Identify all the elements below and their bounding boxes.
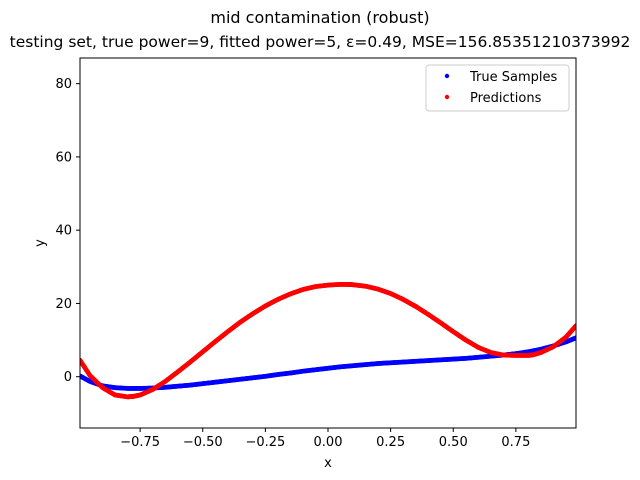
x-tick-label: 0.50 bbox=[439, 435, 468, 450]
legend-label-true-samples: True Samples bbox=[469, 70, 557, 85]
y-tick-label: 20 bbox=[55, 297, 72, 312]
legend-label-predictions: Predictions bbox=[470, 91, 542, 106]
data-point bbox=[573, 335, 576, 341]
series-1 bbox=[80, 282, 576, 400]
y-tick-label: 0 bbox=[64, 370, 72, 385]
y-axis: 0 20 40 60 80 bbox=[55, 77, 80, 385]
chart-subtitle: testing set, true power=9, fitted power=… bbox=[10, 33, 631, 51]
legend-marker-true-samples bbox=[444, 73, 450, 79]
x-tick-label: −0.25 bbox=[245, 435, 285, 450]
data-point bbox=[573, 323, 576, 329]
x-axis: −0.75 −0.50 −0.25 0.00 0.25 0.50 0.75 bbox=[120, 428, 530, 450]
plot-area-background bbox=[80, 58, 576, 428]
y-axis-label: y bbox=[33, 239, 48, 247]
plot-marks bbox=[80, 282, 576, 400]
x-tick-label: −0.75 bbox=[120, 435, 160, 450]
legend-box bbox=[425, 64, 570, 112]
x-tick-label: 0.25 bbox=[376, 435, 405, 450]
legend-marker-predictions bbox=[444, 94, 450, 100]
y-tick-label: 80 bbox=[55, 77, 72, 92]
x-tick-label: 0.75 bbox=[501, 435, 530, 450]
x-tick-label: 0.00 bbox=[314, 435, 343, 450]
y-tick-label: 60 bbox=[55, 150, 72, 165]
chart-title: mid contamination (robust) bbox=[210, 8, 429, 27]
legend: True Samples Predictions bbox=[425, 64, 570, 112]
x-tick-label: −0.50 bbox=[183, 435, 223, 450]
y-tick-label: 40 bbox=[55, 224, 72, 239]
x-axis-label: x bbox=[324, 456, 332, 471]
